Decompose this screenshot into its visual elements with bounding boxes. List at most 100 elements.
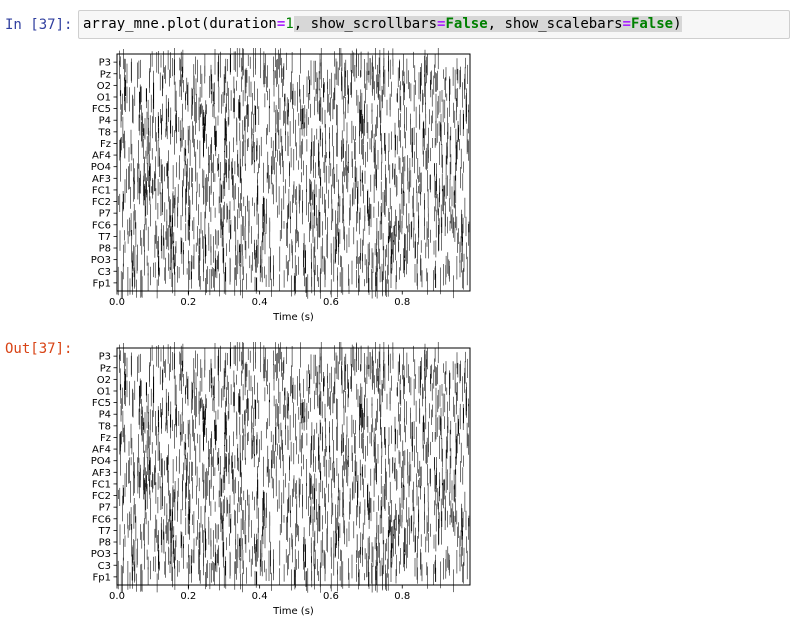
- channel-label-p7: P7: [99, 503, 111, 514]
- channel-label-p4: P4: [99, 116, 111, 127]
- trace-fp1: [117, 560, 464, 593]
- channel-label-fc6: FC6: [92, 514, 111, 525]
- code-line[interactable]: array_mne.plot(duration=1, show_scrollba…: [83, 16, 682, 32]
- channel-label-fc5: FC5: [92, 398, 111, 409]
- channel-label-t7: T7: [98, 526, 111, 537]
- channel-label-fp1: Fp1: [93, 278, 111, 289]
- channel-label-p3: P3: [99, 58, 111, 69]
- trace-af3: [126, 162, 464, 195]
- trace-fc2: [118, 479, 456, 512]
- x-tick-label: 0.6: [323, 297, 339, 308]
- trace-po4: [120, 150, 464, 183]
- trace-o2: [119, 69, 466, 102]
- channel-label-fc2: FC2: [92, 197, 111, 208]
- trace-po4: [120, 444, 464, 477]
- channel-label-fz: Fz: [100, 139, 111, 150]
- channel-label-p7: P7: [99, 209, 111, 220]
- axes-frame: [116, 53, 471, 292]
- channel-label-fc2: FC2: [92, 491, 111, 502]
- channel-label-fc1: FC1: [92, 185, 111, 196]
- trace-o1: [120, 375, 467, 407]
- channel-label-fz: Fz: [100, 433, 111, 444]
- trace-p4: [120, 104, 469, 137]
- code-keyword: False: [445, 16, 488, 32]
- eeg-figure-2: P3 Pz O2 O1 FC5 P4 T8 Fz AF4 PO4 AF3 FC1 FC2 P7 FC6 T7 P…: [80, 342, 480, 617]
- trace-p7: [122, 491, 466, 523]
- trace-fc2: [118, 185, 456, 218]
- code-argument: , show_scrollbars: [293, 16, 438, 32]
- trace-fp1: [117, 266, 464, 299]
- x-tick-label: 0.0: [109, 297, 125, 308]
- trace-t8: [122, 116, 459, 148]
- trace-af3: [126, 456, 464, 489]
- channel-label-o1: O1: [97, 386, 111, 397]
- channel-label-af3: AF3: [92, 174, 111, 185]
- channel-label-af3: AF3: [92, 468, 111, 479]
- channel-label-fc1: FC1: [92, 479, 111, 490]
- trace-pz: [119, 351, 468, 384]
- x-tick-label: 0.8: [394, 591, 410, 602]
- code-input-area[interactable]: array_mne.plot(duration=1, show_scrollba…: [78, 10, 790, 39]
- trace-t7: [119, 220, 469, 253]
- channel-label-t7: T7: [98, 232, 111, 243]
- code-call: array_mne.plot(duration: [83, 16, 277, 32]
- x-tick-label: 0.8: [394, 297, 410, 308]
- channel-label-po3: PO3: [91, 255, 111, 266]
- trace-p3: [119, 48, 466, 79]
- trace-t8: [122, 410, 459, 442]
- channel-label-pz: Pz: [100, 69, 111, 80]
- x-tick-label: 0.0: [109, 591, 125, 602]
- channel-label-p8: P8: [99, 538, 111, 549]
- code-keyword: False: [630, 16, 674, 32]
- channel-label-o2: O2: [97, 375, 111, 386]
- trace-p8: [124, 232, 467, 264]
- channel-label-p8: P8: [99, 244, 111, 255]
- code-operator: =: [276, 16, 286, 32]
- channel-label-po4: PO4: [91, 456, 111, 467]
- eeg-chart-2: P3PzO2O1FC5P4T8FzAF4PO4AF3FC1FC2P7FC6T7P…: [91, 342, 471, 617]
- axes-frame: [116, 347, 471, 586]
- channel-label-fc6: FC6: [92, 220, 111, 231]
- trace-fc5: [121, 386, 469, 419]
- traces: [117, 342, 470, 593]
- channel-label-o2: O2: [97, 81, 111, 92]
- x-tick-label: 0.2: [180, 591, 196, 602]
- channel-label-af4: AF4: [92, 445, 111, 456]
- channel-label-fp1: Fp1: [93, 572, 111, 583]
- x-tick-label: 0.4: [252, 591, 268, 602]
- trace-pz: [119, 57, 468, 90]
- channel-label-t8: T8: [98, 421, 111, 432]
- channel-label-c3: C3: [98, 561, 111, 572]
- trace-af4: [119, 433, 469, 465]
- trace-fz: [120, 127, 469, 160]
- channel-label-fc5: FC5: [92, 104, 111, 115]
- channel-label-po3: PO3: [91, 549, 111, 560]
- channel-label-po4: PO4: [91, 162, 111, 173]
- trace-fc6: [127, 503, 470, 535]
- traces: [117, 48, 470, 299]
- trace-t7: [119, 514, 469, 547]
- trace-fc1: [124, 468, 457, 500]
- trace-af4: [119, 139, 469, 171]
- output-prompt: Out[37]:: [5, 341, 73, 357]
- code-number: 1: [285, 16, 294, 32]
- code-operator: =: [437, 16, 446, 32]
- trace-fc1: [124, 174, 457, 206]
- trace-fc6: [127, 209, 470, 241]
- trace-p3: [119, 342, 466, 373]
- channel-label-p3: P3: [99, 352, 111, 363]
- trace-c3: [122, 549, 468, 582]
- trace-o1: [120, 81, 467, 113]
- eeg-figure-1: P3 Pz O2 O1 FC5 P4 T8 Fz AF4 PO4 AF3 FC1 FC2 P7 FC6 T7 P…: [80, 48, 480, 323]
- code-paren: ): [673, 16, 682, 32]
- input-prompt: In [37]:: [5, 17, 73, 33]
- trace-p4: [120, 398, 469, 431]
- channel-label-o1: O1: [97, 92, 111, 103]
- code-operator: =: [622, 16, 631, 32]
- channel-label-af4: AF4: [92, 151, 111, 162]
- channel-label-t8: T8: [98, 127, 111, 138]
- eeg-chart-1: P3PzO2O1FC5P4T8FzAF4PO4AF3FC1FC2P7FC6T7P…: [91, 48, 471, 323]
- x-axis-label: Time (s): [272, 606, 314, 617]
- channel-label-pz: Pz: [100, 363, 111, 374]
- x-tick-label: 0.2: [180, 297, 196, 308]
